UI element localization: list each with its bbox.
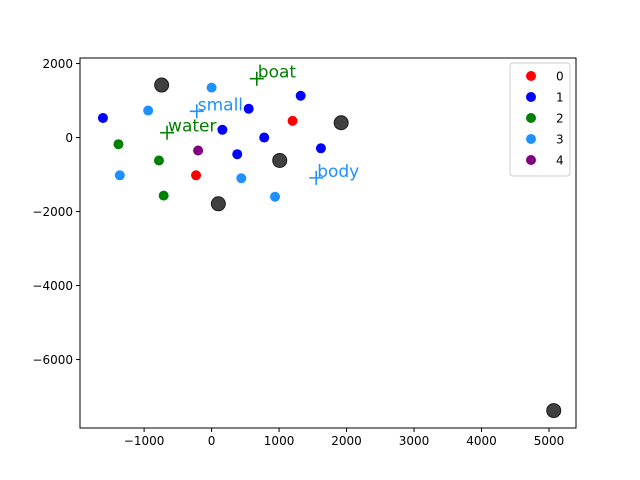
cluster-center-point <box>546 403 562 419</box>
point-series-3 <box>270 191 281 202</box>
legend-label: 4 <box>556 154 564 168</box>
legend-label: 3 <box>556 133 564 147</box>
y-tick-label: 2000 <box>42 57 73 71</box>
x-tick-label: 3000 <box>399 434 430 448</box>
legend-marker-2 <box>526 113 536 123</box>
x-tick-label: 2000 <box>331 434 362 448</box>
annotation-marker <box>249 71 264 86</box>
y-tick-label: 0 <box>65 131 73 145</box>
points-layer <box>97 77 562 419</box>
point-series-3 <box>206 82 217 93</box>
point-series-1 <box>243 103 254 114</box>
point-series-1 <box>259 132 270 143</box>
x-tick-label: 4000 <box>466 434 497 448</box>
point-series-1 <box>217 124 228 135</box>
legend-label: 2 <box>556 112 564 126</box>
y-tick-label: −6000 <box>32 353 73 367</box>
point-series-3 <box>143 105 154 116</box>
point-series-1 <box>315 143 326 154</box>
point-series-2 <box>153 155 164 166</box>
annotation-label: water <box>168 117 216 137</box>
cluster-center-point <box>272 152 288 168</box>
x-tick-label: 1000 <box>264 434 295 448</box>
y-axis: 2000 0 −2000 −4000 −6000 <box>32 57 80 367</box>
point-series-2 <box>113 139 124 150</box>
legend-label: 0 <box>556 70 564 84</box>
legend-label: 1 <box>556 91 564 105</box>
plot-area-frame <box>79 57 577 429</box>
legend-marker-4 <box>526 155 536 165</box>
x-tick-label: 0 <box>208 434 216 448</box>
point-series-1 <box>232 149 243 160</box>
cluster-center-point <box>333 115 349 131</box>
point-series-1 <box>295 90 306 101</box>
y-tick-label: −4000 <box>32 279 73 293</box>
y-tick-label: −2000 <box>32 205 73 219</box>
annotation-marker <box>189 104 204 119</box>
annotation-label: body <box>317 162 359 182</box>
x-axis: −1000 0 1000 2000 3000 4000 5000 <box>124 428 564 448</box>
annotation-marker <box>309 170 324 185</box>
legend-marker-1 <box>526 92 536 102</box>
point-series-2 <box>158 190 169 201</box>
cluster-center-point <box>154 77 170 93</box>
cluster-center-point <box>210 196 226 212</box>
x-tick-label: 5000 <box>534 434 565 448</box>
point-series-3 <box>236 173 247 184</box>
annotation-label: boat <box>258 63 297 83</box>
legend: 0 1 2 3 4 <box>509 62 571 177</box>
point-series-3 <box>114 170 125 181</box>
point-series-1 <box>97 112 108 123</box>
annotation-marker <box>160 125 175 140</box>
point-series-0 <box>287 115 298 126</box>
legend-box <box>509 62 571 177</box>
annotation-label: small <box>198 95 243 115</box>
x-tick-label: −1000 <box>124 434 165 448</box>
point-series-0 <box>191 170 202 181</box>
point-series-4 <box>193 145 204 156</box>
legend-marker-0 <box>526 71 536 81</box>
legend-marker-3 <box>526 134 536 144</box>
